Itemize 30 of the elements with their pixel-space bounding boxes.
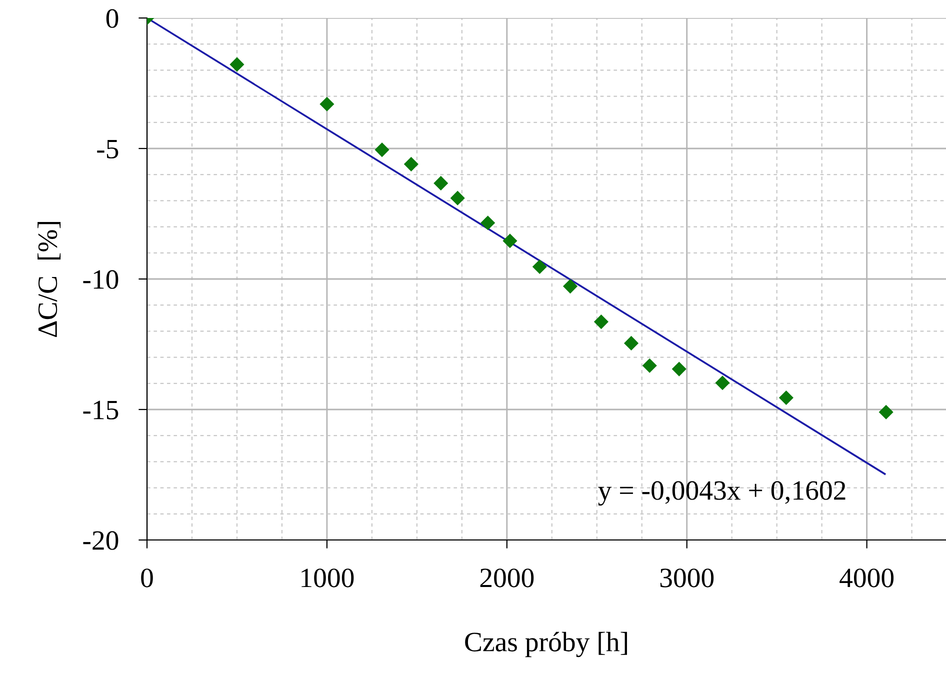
x-axis-title: Czas próby [h] [465, 632, 627, 658]
x-tick-label: 1000 [302, 568, 354, 588]
y-tick-label: -5 [97, 140, 118, 158]
x-tick-label: 2000 [480, 568, 534, 588]
point [672, 362, 686, 376]
point [878, 404, 894, 420]
y-tick-label: 0 [106, 9, 118, 28]
point [320, 96, 334, 112]
point [642, 358, 657, 373]
point [502, 234, 518, 248]
y-tick-label: -15 [83, 400, 118, 420]
point [230, 57, 244, 72]
y-tick-label: -20 [83, 531, 118, 550]
y-tick-label: -10 [83, 270, 118, 289]
annotation: y = -0,0043x + 0,1602 [598, 481, 846, 506]
point [562, 279, 578, 294]
point [374, 142, 390, 158]
point [404, 156, 418, 172]
point [450, 190, 465, 206]
x-tick-label: 0 [141, 568, 153, 588]
point [624, 336, 639, 350]
point [480, 216, 496, 230]
point [715, 376, 730, 390]
point [532, 259, 547, 274]
point [594, 314, 608, 330]
x-tick-label: 4000 [840, 568, 894, 588]
y-axis-title: ΔC/C [%] [38, 222, 61, 338]
point [434, 176, 448, 190]
point [778, 390, 794, 406]
x-tick-label: 3000 [660, 568, 714, 588]
